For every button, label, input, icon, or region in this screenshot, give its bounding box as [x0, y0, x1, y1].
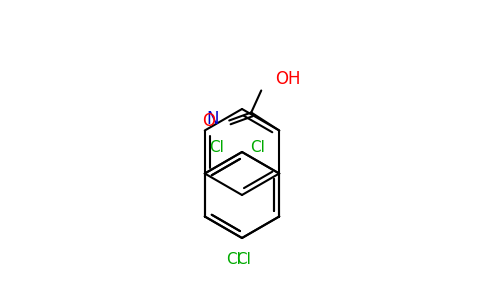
Text: Cl: Cl — [209, 140, 224, 155]
Text: N: N — [207, 110, 219, 128]
Text: OH: OH — [275, 70, 301, 88]
Text: Cl: Cl — [250, 140, 265, 155]
Text: Cl: Cl — [237, 252, 251, 267]
Text: Cl: Cl — [227, 252, 242, 267]
Text: O: O — [202, 112, 215, 130]
